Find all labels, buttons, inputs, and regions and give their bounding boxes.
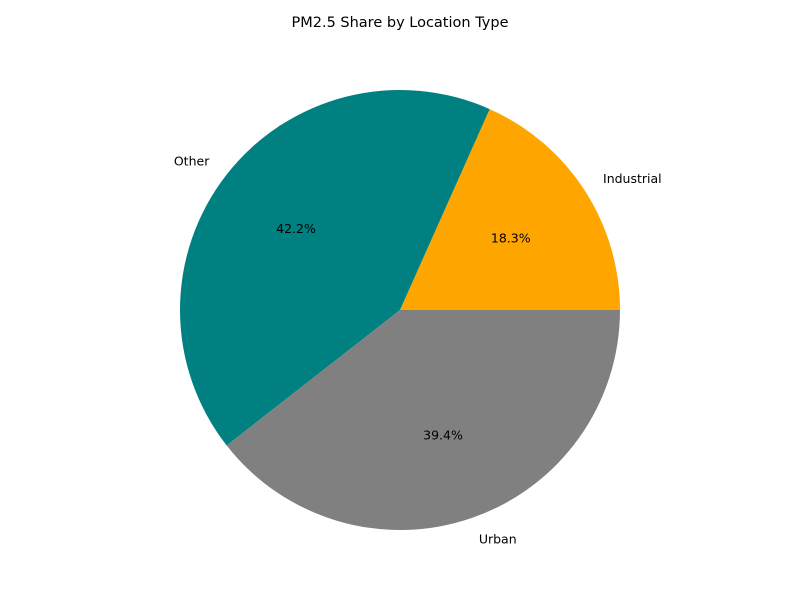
- slice-label-urban: Urban: [479, 531, 517, 546]
- slice-percent-industrial: 18.3%: [491, 231, 531, 246]
- slice-label-industrial: Industrial: [603, 171, 662, 186]
- chart-title: PM2.5 Share by Location Type: [291, 15, 508, 31]
- slice-label-other: Other: [174, 153, 210, 168]
- pie-slices: [180, 90, 620, 531]
- pie-labels: Industrial 18.3% Other 42.2% Urban 39.4%: [174, 153, 662, 546]
- pie-slice-urban: [226, 310, 620, 531]
- pie-slice-industrial: [400, 109, 620, 310]
- slice-percent-urban: 39.4%: [423, 427, 463, 442]
- slice-percent-other: 42.2%: [276, 221, 316, 236]
- pie-slice-other: [180, 90, 490, 446]
